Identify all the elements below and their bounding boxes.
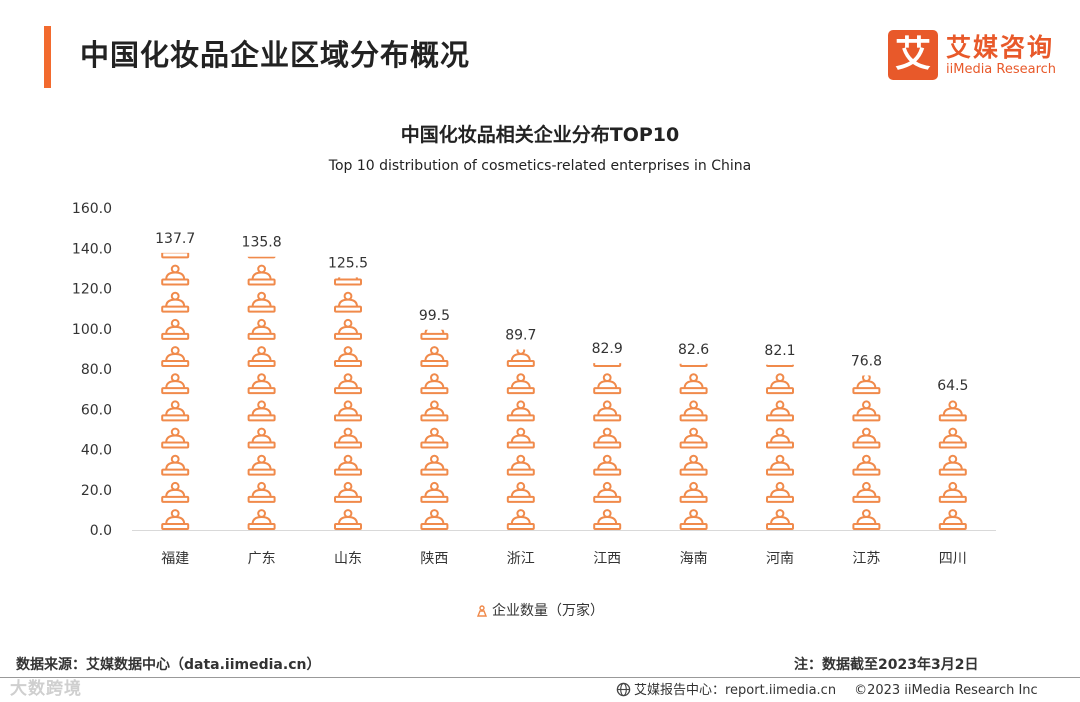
bar — [593, 363, 622, 530]
data-label: 137.7 — [155, 231, 195, 247]
data-source: 数据来源：艾媒数据中心（data.iimedia.cn） — [16, 657, 321, 673]
y-tick-label: 140.0 — [72, 241, 112, 257]
globe-icon — [616, 682, 631, 697]
data-label: 99.5 — [419, 308, 450, 324]
watermark: 大数跨境 — [10, 679, 82, 699]
data-label: 76.8 — [851, 353, 882, 369]
data-note: 注：数据截至2023年3月2日 — [794, 657, 979, 673]
data-label: 64.5 — [937, 378, 968, 394]
bar — [852, 375, 881, 530]
footer-bottom: 艾媒报告中心：report.iimedia.cn ©2023 iiMedia Re… — [616, 679, 1038, 698]
y-tick-label: 120.0 — [72, 282, 112, 298]
x-tick-label: 海南 — [680, 551, 708, 567]
page-title: 中国化妆品企业区域分布概况 — [80, 38, 471, 72]
y-tick-label: 20.0 — [81, 483, 112, 499]
x-tick-label: 山东 — [334, 551, 362, 567]
x-tick-label: 浙江 — [507, 551, 535, 567]
bar — [938, 400, 967, 530]
y-tick-label: 160.0 — [72, 201, 112, 217]
logo-name-en: iiMedia Research — [946, 62, 1057, 77]
bar — [679, 363, 708, 530]
chart-subtitle: Top 10 distribution of cosmetics-related… — [328, 158, 752, 174]
iimedia-logo: 艾 艾媒咨询 iiMedia Research — [888, 28, 1068, 84]
data-label: 82.9 — [592, 341, 623, 357]
bar — [334, 277, 362, 530]
report-center-link[interactable]: 艾媒报告中心：report.iimedia.cn — [634, 683, 837, 698]
logo-mark: 艾 — [888, 30, 938, 80]
bar — [506, 349, 535, 530]
bar — [420, 329, 449, 530]
data-label: 135.8 — [242, 235, 282, 251]
data-label: 125.5 — [328, 255, 368, 271]
y-tick-label: 0.0 — [90, 523, 112, 539]
chart-legend: 企业数量（万家） — [0, 600, 1080, 620]
legend-label: 企业数量（万家） — [492, 603, 604, 619]
bar-chart: 0.0 20.0 40.0 60.0 80.0 100.0 120.0 140.0 160.0 1… — [72, 201, 996, 567]
x-tick-label: 江西 — [593, 551, 621, 567]
data-label: 82.1 — [764, 343, 795, 359]
title-accent-bar — [44, 26, 51, 88]
y-tick-label: 100.0 — [72, 322, 112, 338]
chart-title: 中国化妆品相关企业分布TOP10 — [400, 124, 680, 146]
bar — [247, 256, 276, 530]
data-label: 82.6 — [678, 342, 709, 358]
x-tick-label: 福建 — [161, 551, 189, 567]
x-tick-label: 广东 — [248, 551, 276, 567]
footer-divider — [0, 677, 1080, 678]
y-tick-label: 60.0 — [81, 402, 112, 418]
x-tick-label: 江苏 — [852, 551, 880, 567]
x-tick-label: 四川 — [939, 551, 967, 567]
y-tick-label: 40.0 — [81, 443, 112, 459]
data-label: 89.7 — [505, 327, 536, 343]
legend-figure-icon — [476, 605, 488, 617]
bar — [161, 252, 190, 530]
y-tick-label: 80.0 — [81, 362, 112, 378]
logo-name-cn: 艾媒咨询 — [946, 33, 1055, 62]
bar — [766, 364, 794, 530]
x-tick-label: 陕西 — [420, 551, 448, 567]
copyright: ©2023 iiMedia Research Inc — [854, 683, 1038, 698]
x-tick-label: 河南 — [766, 551, 794, 567]
